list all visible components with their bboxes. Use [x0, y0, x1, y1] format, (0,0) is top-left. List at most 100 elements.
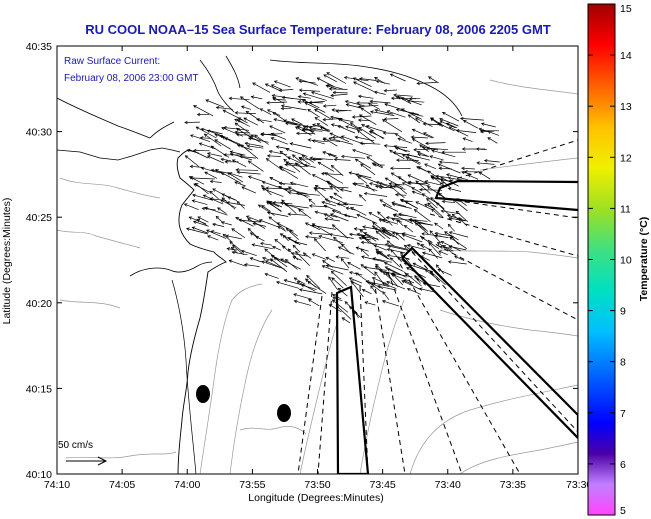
current-vector-head — [295, 131, 300, 136]
current-vector-head — [388, 182, 393, 186]
current-vector-head — [324, 198, 329, 202]
current-vector-head — [266, 101, 270, 105]
current-vector — [415, 117, 433, 128]
current-vector — [416, 166, 430, 173]
current-vector — [387, 254, 410, 260]
current-vector-head — [438, 192, 442, 197]
current-vector — [415, 222, 429, 235]
current-vector — [197, 216, 209, 223]
current-vector-head — [371, 277, 376, 281]
current-vector-head — [403, 262, 408, 266]
colorbar-tick-label: 12 — [620, 152, 632, 164]
current-vector-head — [330, 270, 335, 275]
current-vector — [303, 93, 327, 101]
current-vector — [192, 194, 213, 201]
current-vector-head — [401, 232, 406, 236]
current-vector — [355, 136, 375, 142]
current-vector — [248, 137, 269, 143]
current-vector — [358, 119, 371, 122]
current-vector-head — [430, 176, 435, 180]
current-vector-head — [215, 105, 220, 110]
current-vector — [430, 118, 443, 128]
current-vector — [387, 110, 406, 118]
current-vector-head — [221, 221, 225, 225]
current-vector — [336, 110, 348, 112]
current-vector — [227, 248, 238, 251]
current-vector — [402, 232, 416, 238]
current-vector-head — [206, 229, 210, 233]
current-vector-head — [190, 134, 194, 138]
current-vector-head — [374, 77, 378, 81]
current-vector — [419, 144, 429, 152]
current-vector-head — [362, 225, 366, 229]
current-vector — [385, 177, 403, 189]
current-vector-head — [336, 202, 340, 206]
current-vector-head — [292, 244, 297, 249]
current-vector-head — [422, 282, 427, 286]
current-vector — [298, 96, 311, 99]
current-vector-head — [322, 104, 327, 108]
current-vector — [411, 136, 429, 139]
current-vector-head — [281, 245, 286, 249]
current-vector-head — [461, 170, 465, 175]
current-vector-head — [285, 228, 290, 232]
current-vector — [414, 219, 427, 231]
current-vector — [440, 176, 459, 187]
current-vector-head — [352, 181, 356, 186]
current-vector-head — [352, 148, 356, 153]
current-vector — [337, 203, 349, 205]
current-vector-head — [386, 247, 391, 252]
current-vector-head — [462, 120, 467, 124]
current-vector — [315, 211, 338, 218]
current-vector-head — [329, 195, 334, 200]
current-vector — [190, 134, 211, 142]
current-vector-head — [283, 279, 288, 283]
current-vector — [241, 106, 252, 110]
current-vector — [211, 230, 221, 235]
current-vector-head — [467, 174, 472, 178]
current-vector — [330, 116, 343, 120]
current-vector — [370, 100, 391, 104]
current-vector — [355, 158, 372, 169]
current-vector-head — [314, 185, 319, 189]
current-vector-head — [396, 219, 400, 223]
current-vector-head — [395, 108, 400, 112]
current-vector — [422, 193, 439, 205]
reference-vector-label: 50 cm/s — [58, 440, 93, 451]
current-vector — [375, 231, 386, 239]
current-vector — [216, 107, 233, 110]
current-vector-head — [279, 233, 284, 237]
current-vector — [448, 224, 455, 232]
current-vector-head — [204, 171, 208, 175]
current-vector-head — [310, 91, 315, 95]
current-vector-head — [308, 126, 313, 130]
current-vector-head — [478, 127, 483, 132]
current-vector — [215, 216, 223, 223]
current-vector-head — [422, 122, 427, 126]
current-vector-head — [308, 198, 312, 203]
current-vector — [288, 213, 308, 216]
current-vector — [424, 203, 435, 210]
current-vector-head — [384, 177, 389, 181]
current-vector — [334, 159, 351, 161]
current-vector — [317, 123, 326, 129]
current-vector — [463, 120, 479, 129]
current-vector-head — [262, 256, 266, 261]
tide-gauge-marker — [196, 385, 210, 403]
current-vector-head — [403, 244, 408, 249]
current-vector — [201, 128, 223, 135]
current-vector — [439, 118, 459, 127]
current-vector — [356, 214, 378, 224]
current-vector-head — [247, 218, 251, 222]
current-vector — [274, 239, 286, 248]
current-vector — [239, 156, 257, 159]
current-vector — [338, 246, 355, 255]
current-vector-head — [374, 108, 378, 113]
current-vector-head — [291, 154, 296, 158]
current-vector-head — [298, 288, 303, 292]
current-vector — [349, 306, 361, 318]
current-vector-head — [337, 287, 342, 292]
current-vector — [309, 101, 325, 103]
current-vector-head — [357, 94, 362, 99]
current-vector — [328, 276, 338, 290]
